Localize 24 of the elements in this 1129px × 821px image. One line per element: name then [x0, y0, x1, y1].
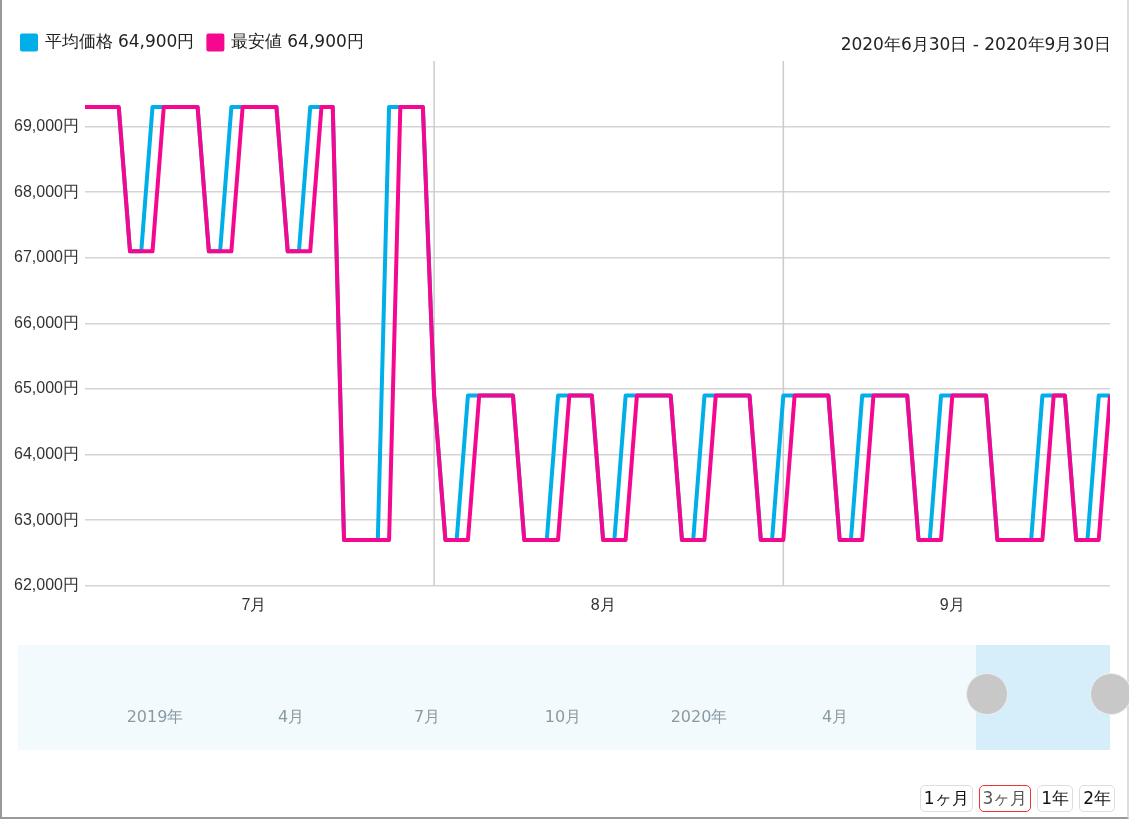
- text: 1年: [1037, 785, 1074, 812]
- y-tick-label: 65,000円: [14, 379, 79, 397]
- text: 10月: [544, 707, 582, 728]
- chart-subtitle: 2020年6月30日 - 2020年9月30日: [840, 33, 1111, 56]
- text: 7月: [413, 707, 441, 728]
- text: 4月: [821, 707, 849, 728]
- x-tick-label: 9月: [939, 595, 965, 613]
- text: 2019年: [126, 707, 184, 728]
- y-tick-label: 66,000円: [14, 313, 79, 331]
- y-tick-label: 68,000円: [14, 182, 79, 200]
- y-tick-label: 67,000円: [14, 248, 79, 266]
- text: 2年: [1079, 785, 1115, 812]
- y-tick-label: 62,000円: [14, 576, 79, 594]
- legend-label: 平均価格 64,900円: [44, 30, 195, 51]
- text: 4月: [277, 707, 305, 728]
- y-tick-label: 63,000円: [14, 510, 79, 528]
- legend-label: 最安値 64,900円: [230, 30, 364, 51]
- text: 3ヶ月: [978, 785, 1032, 812]
- x-tick-label: 7月: [241, 595, 267, 613]
- x-tick-label: 8月: [590, 595, 616, 613]
- y-tick-label: 69,000円: [14, 117, 79, 135]
- y-tick-label: 64,000円: [14, 445, 79, 463]
- text: 1ヶ月: [919, 785, 973, 812]
- text: 2020年: [670, 707, 728, 728]
